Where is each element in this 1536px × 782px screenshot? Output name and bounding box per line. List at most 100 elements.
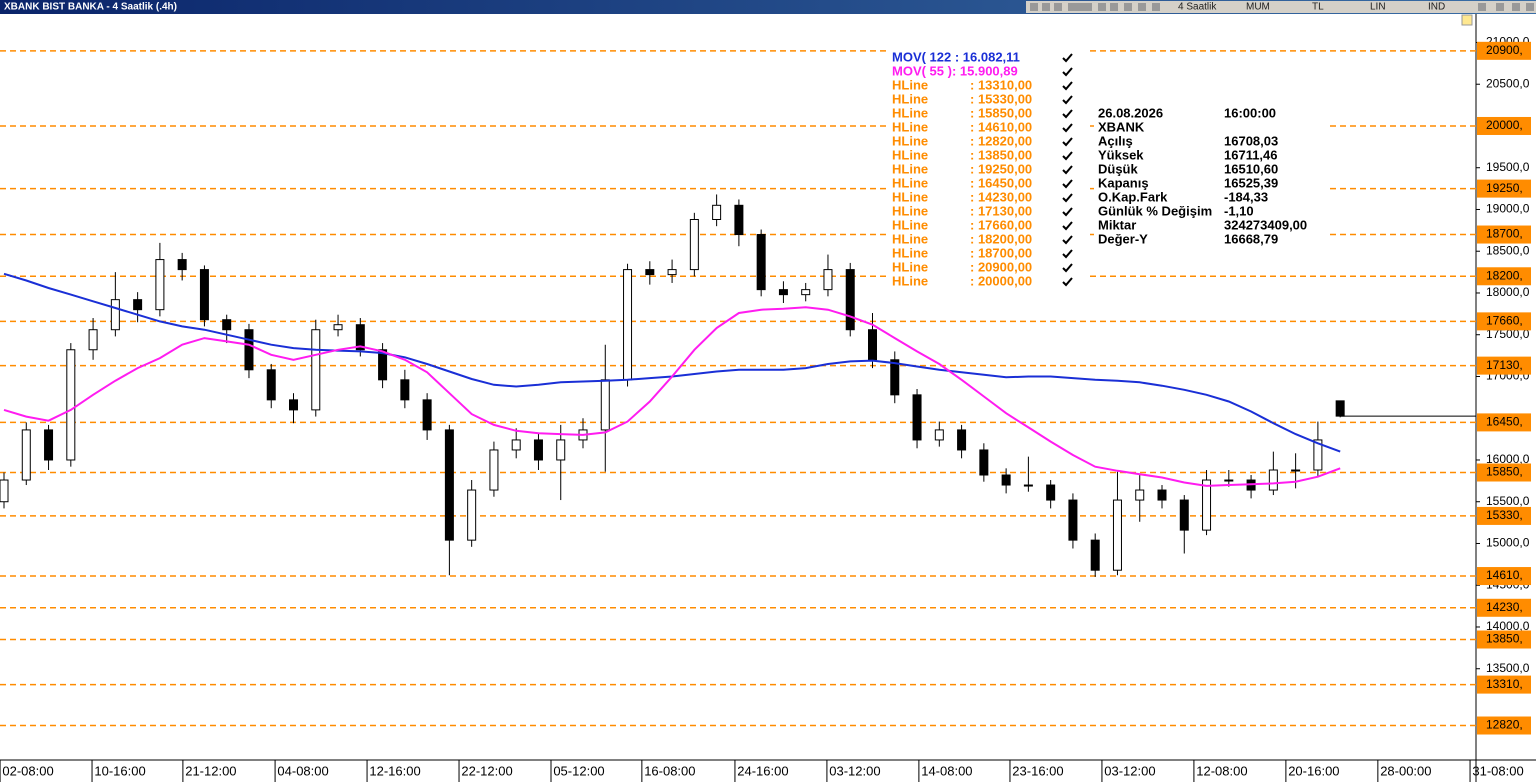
y-tick-label: 15500,0 (1486, 494, 1530, 508)
candle-body (1112, 499, 1122, 571)
hline-axis-box (1477, 312, 1531, 331)
candle-body (623, 269, 633, 381)
legend-entry: HLine (892, 161, 928, 176)
check-icon (1062, 277, 1073, 287)
candle-body (957, 429, 967, 451)
toolbar-item[interactable]: LIN (1370, 2, 1386, 13)
candle-body (912, 394, 922, 441)
info-text: -1,10 (1224, 203, 1254, 218)
candle-body (801, 289, 811, 296)
hline-axis-box (1477, 41, 1531, 60)
candle-body (378, 349, 388, 381)
hline-axis-label: 18700, (1486, 227, 1523, 241)
legend-entry: HLine (892, 91, 928, 106)
legend-entry: HLine (892, 147, 928, 162)
y-tick-label: 18000,0 (1486, 285, 1530, 299)
candle-body (979, 449, 989, 476)
candle-body (511, 439, 521, 451)
candle-body (333, 324, 343, 331)
info-text: 16668,79 (1224, 231, 1278, 246)
info-text: -184,33 (1224, 189, 1268, 204)
x-tick-label: 22-12:00 (461, 763, 512, 778)
candle-body (868, 329, 878, 361)
legend-entry: HLine (892, 175, 928, 190)
hline-axis-label: 20000, (1486, 118, 1523, 132)
info-text: 16525,39 (1224, 175, 1278, 190)
legend-value: : 17130,00 (970, 203, 1032, 218)
x-tick-label: 03-12:00 (1104, 763, 1155, 778)
legend-value: : 20900,00 (970, 259, 1032, 274)
info-text: 16708,03 (1224, 133, 1278, 148)
legend-value: : 14230,00 (970, 189, 1032, 204)
candle-body (1001, 474, 1011, 486)
candle-body (734, 204, 744, 236)
check-icon (1062, 53, 1073, 63)
candle-body (890, 359, 900, 396)
corner-button[interactable] (1461, 14, 1473, 26)
candle-body (266, 369, 276, 401)
legend-entry: HLine (892, 77, 928, 92)
y-tick-label: 15000,0 (1486, 536, 1530, 550)
candle-body (1179, 499, 1189, 531)
x-tick-label: 04-08:00 (277, 763, 328, 778)
y-tick-label: 17500,0 (1486, 327, 1530, 341)
window-title: XBANK BIST BANKA - 4 Saatlik (.4h) (4, 2, 177, 13)
candle-body (556, 439, 566, 461)
candle-body (88, 329, 98, 351)
legend-value: : 19250,00 (970, 161, 1032, 176)
candle-body (199, 269, 209, 321)
candle-body (645, 269, 655, 276)
legend-value: : 12820,00 (970, 133, 1032, 148)
hline-axis-label: 15330, (1486, 508, 1523, 522)
candle-body (1335, 400, 1345, 417)
candle-body (845, 269, 855, 331)
y-tick-label: 19500,0 (1486, 160, 1530, 174)
candle-body (133, 299, 143, 311)
hline-axis-box (1477, 413, 1531, 432)
info-text: Yüksek (1098, 147, 1144, 162)
candle-body (444, 429, 454, 541)
candle-body (756, 234, 766, 291)
candle-body (66, 349, 76, 461)
legend-value: : 18700,00 (970, 245, 1032, 260)
hline-axis-box (1477, 179, 1531, 198)
candle-body (533, 439, 543, 461)
x-tick-label: 10-16:00 (94, 763, 145, 778)
x-tick-label: 05-12:00 (553, 763, 604, 778)
toolbar-item[interactable]: IND (1428, 2, 1445, 13)
legend-value: : 18200,00 (970, 231, 1032, 246)
candle-body (778, 289, 788, 296)
legend-entry: MOV( 122 : 16.082,11 (892, 49, 1020, 64)
toolbar-item[interactable]: TL (1312, 2, 1324, 13)
candle-body (0, 479, 9, 503)
toolbar-item[interactable]: 4 Saatlik (1178, 2, 1217, 13)
legend-value: : 20000,00 (970, 273, 1032, 288)
hline-axis-box (1477, 506, 1531, 525)
y-tick-label: 14000,0 (1486, 619, 1530, 633)
x-tick-label: 31-08:00 (1472, 763, 1523, 778)
candle-body (689, 218, 699, 271)
x-tick-label: 20-16:00 (1288, 763, 1339, 778)
info-text: Günlük % Değişim (1098, 203, 1212, 218)
hline-axis-box (1477, 225, 1531, 244)
candle-body (600, 379, 610, 431)
hline-axis-box (1477, 716, 1531, 735)
check-icon (1062, 179, 1073, 189)
legend-entry: HLine (892, 189, 928, 204)
x-tick-label: 02-08:00 (2, 763, 53, 778)
legend-entry: HLine (892, 273, 928, 288)
hline-axis-box (1477, 463, 1531, 482)
y-tick-label: 16000,0 (1486, 452, 1530, 466)
check-icon (1062, 193, 1073, 203)
info-text: Değer-Y (1098, 231, 1148, 246)
toolbar-item[interactable]: MUM (1246, 2, 1270, 13)
x-tick-label: 14-08:00 (921, 763, 972, 778)
candle-body (177, 259, 187, 271)
candle-body (489, 449, 499, 491)
info-text: 16510,60 (1224, 161, 1278, 176)
candle-body (355, 324, 365, 351)
candle-body (467, 489, 477, 541)
